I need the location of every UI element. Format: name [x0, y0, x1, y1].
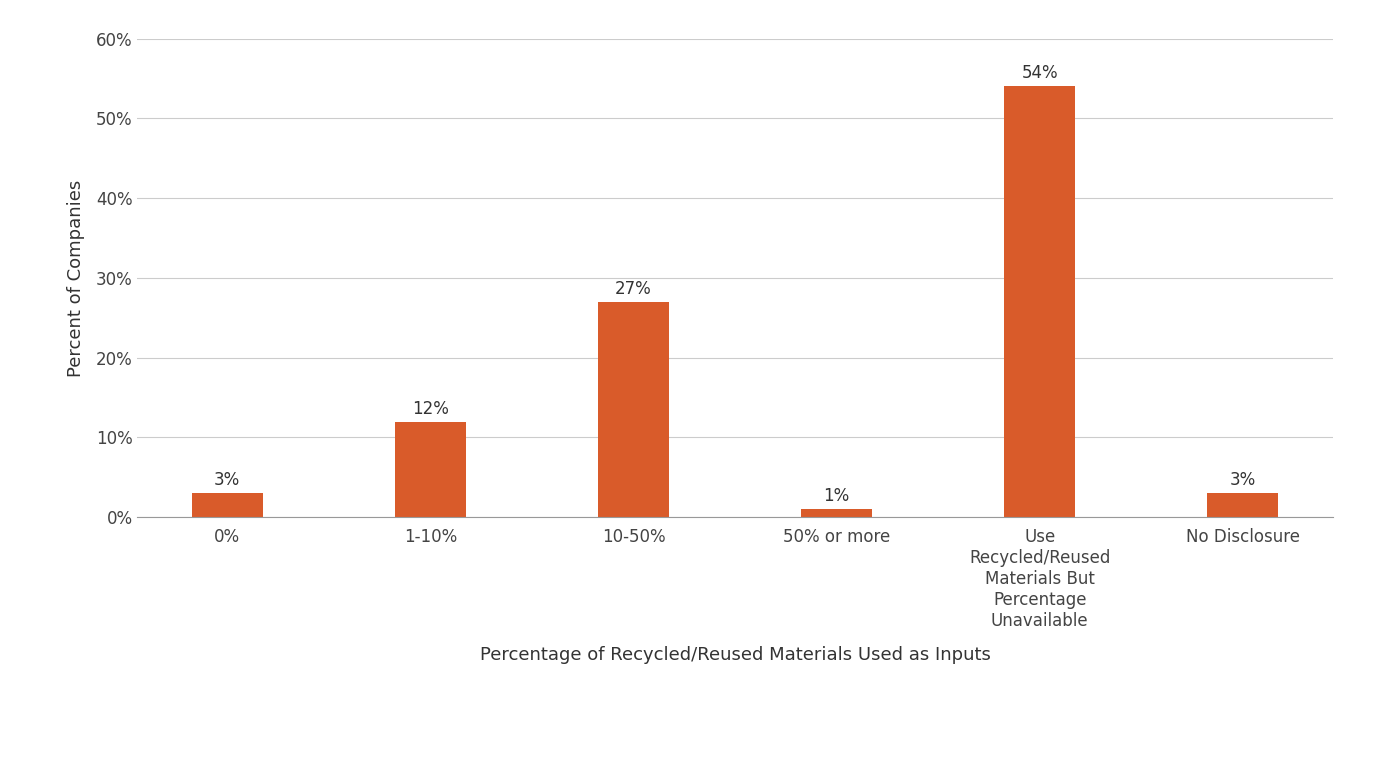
Bar	[801, 510, 872, 517]
Bar	[1004, 86, 1076, 517]
Bar	[394, 422, 466, 517]
Text: 54%: 54%	[1021, 65, 1058, 83]
Text: 3%: 3%	[1230, 472, 1256, 489]
Bar	[598, 302, 669, 517]
Text: 12%: 12%	[412, 400, 449, 418]
Text: 3%: 3%	[214, 472, 240, 489]
Text: 1%: 1%	[823, 487, 849, 505]
Bar	[192, 493, 262, 517]
X-axis label: Percentage of Recycled/Reused Materials Used as Inputs: Percentage of Recycled/Reused Materials …	[480, 646, 991, 664]
Text: 27%: 27%	[616, 280, 651, 298]
Y-axis label: Percent of Companies: Percent of Companies	[67, 179, 85, 377]
Bar	[1208, 493, 1278, 517]
